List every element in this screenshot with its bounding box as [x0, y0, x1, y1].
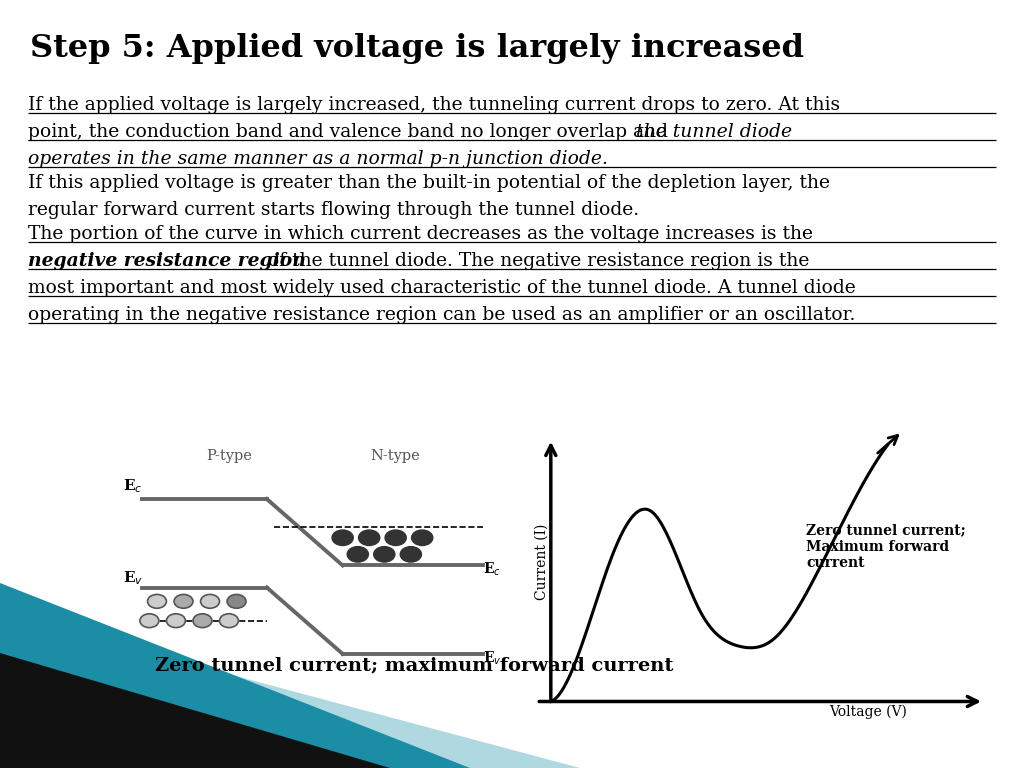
Text: Step 5: Applied voltage is largely increased: Step 5: Applied voltage is largely incre… [30, 33, 804, 64]
Polygon shape [0, 613, 580, 768]
Circle shape [219, 614, 239, 627]
Text: Voltage (V): Voltage (V) [829, 704, 907, 719]
Circle shape [385, 530, 407, 545]
Circle shape [400, 547, 422, 562]
Circle shape [193, 614, 212, 627]
Text: regular forward current starts flowing through the tunnel diode.: regular forward current starts flowing t… [28, 201, 639, 219]
Text: P-type: P-type [206, 449, 252, 463]
Text: E$_v$: E$_v$ [483, 649, 502, 667]
Text: The portion of the curve in which current decreases as the voltage increases is : The portion of the curve in which curren… [28, 225, 813, 243]
Text: E$_v$: E$_v$ [123, 569, 143, 587]
Text: negative resistance region: negative resistance region [28, 252, 306, 270]
Polygon shape [0, 653, 390, 768]
Text: the tunnel diode: the tunnel diode [636, 123, 793, 141]
Text: operating in the negative resistance region can be used as an amplifier or an os: operating in the negative resistance reg… [28, 306, 855, 324]
Text: Zero tunnel current;
Maximum forward
current: Zero tunnel current; Maximum forward cur… [806, 524, 966, 570]
Text: If this applied voltage is greater than the built-in potential of the depletion : If this applied voltage is greater than … [28, 174, 830, 192]
Text: If the applied voltage is largely increased, the tunneling current drops to zero: If the applied voltage is largely increa… [28, 96, 840, 114]
Text: E$_c$: E$_c$ [123, 478, 142, 495]
Circle shape [332, 530, 353, 545]
Circle shape [347, 547, 369, 562]
Text: most important and most widely used characteristic of the tunnel diode. A tunnel: most important and most widely used char… [28, 279, 856, 297]
Circle shape [358, 530, 380, 545]
Polygon shape [0, 583, 470, 768]
Circle shape [167, 614, 185, 627]
Circle shape [147, 594, 167, 608]
Circle shape [374, 547, 395, 562]
Text: of the tunnel diode. The negative resistance region is the: of the tunnel diode. The negative resist… [262, 252, 809, 270]
Text: Current (I): Current (I) [535, 523, 548, 600]
Circle shape [412, 530, 433, 545]
Text: point, the conduction band and valence band no longer overlap and: point, the conduction band and valence b… [28, 123, 674, 141]
Circle shape [174, 594, 193, 608]
Text: N-type: N-type [371, 449, 421, 463]
Text: Zero tunnel current; maximum forward current: Zero tunnel current; maximum forward cur… [155, 656, 674, 674]
Text: operates in the same manner as a normal p-n junction diode.: operates in the same manner as a normal … [28, 150, 608, 168]
Text: E$_c$: E$_c$ [483, 561, 501, 578]
Circle shape [201, 594, 219, 608]
Circle shape [140, 614, 159, 627]
Circle shape [227, 594, 246, 608]
